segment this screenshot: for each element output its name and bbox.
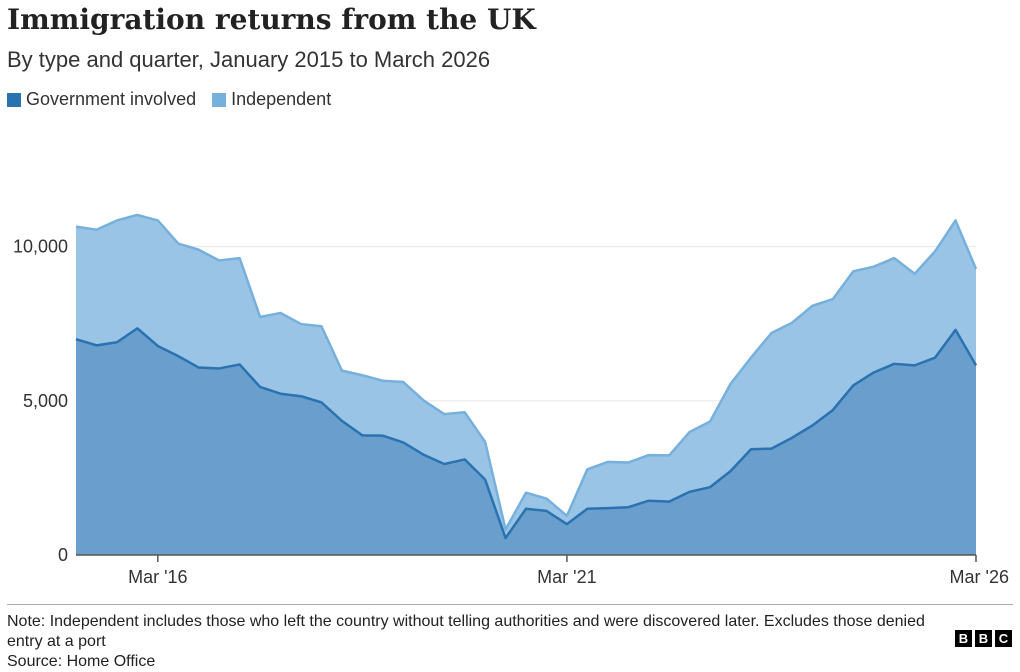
y-tick-label: 5,000 (23, 391, 68, 411)
government-line (75, 327, 978, 540)
independent-area (76, 214, 976, 539)
logo-letter: B (955, 630, 972, 647)
area-layer (76, 214, 976, 555)
y-tick-label: 0 (58, 545, 68, 565)
footer-divider (7, 604, 1013, 605)
source-text: Source: Home Office (7, 653, 156, 670)
chart-title: Immigration returns from the UK (7, 3, 536, 36)
x-tick-label: Mar '16 (128, 567, 187, 587)
x-tick-label: Mar '21 (537, 567, 596, 587)
government-area (76, 328, 976, 555)
footnote: Note: Independent includes those who lef… (7, 613, 925, 650)
axes: 0 5,000 10,000 Mar '16 Mar '21 Mar '26 (13, 237, 1009, 587)
government-swatch (7, 92, 21, 107)
legend: Government involved Independent (7, 89, 347, 110)
legend-label-government: Government involved (26, 89, 197, 109)
independent-swatch (212, 92, 227, 107)
line-layer (75, 213, 978, 540)
legend-item-independent: Independent (212, 89, 331, 110)
logo-letter: B (975, 630, 992, 647)
x-tick-label: Mar '26 (950, 567, 1009, 587)
legend-label-independent: Independent (231, 89, 332, 109)
logo-letter: C (995, 630, 1012, 647)
bbc-logo: B B C (952, 630, 1012, 647)
y-tick-label: 10,000 (13, 237, 68, 257)
independent-line (75, 213, 978, 531)
legend-item-government: Government involved (7, 89, 196, 110)
area-chart: 0 5,000 10,000 Mar '16 Mar '21 Mar '26 (13, 213, 1009, 587)
chart-subtitle: By type and quarter, January 2015 to Mar… (7, 47, 491, 72)
